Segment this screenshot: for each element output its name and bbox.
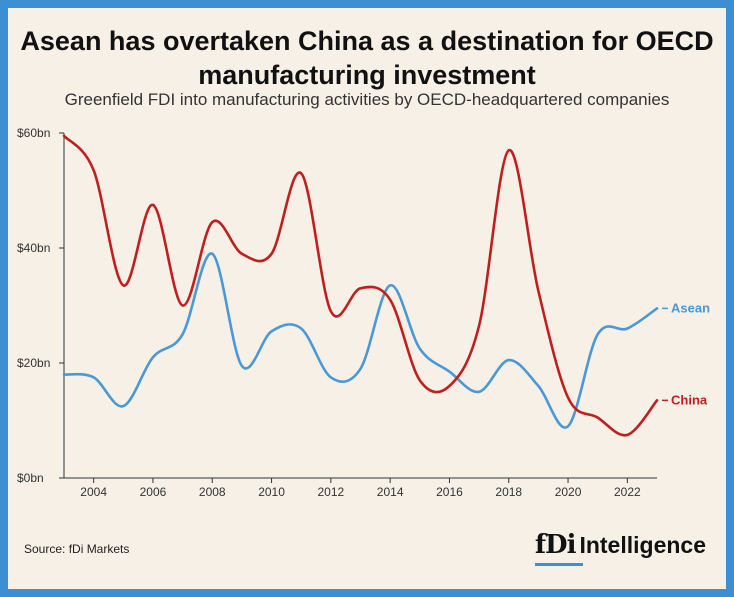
- x-tick-label: 2008: [199, 485, 226, 499]
- chart-title: Asean has overtaken China as a destinati…: [20, 26, 714, 90]
- y-tick-label: $0bn: [17, 471, 44, 485]
- x-tick-label: 2020: [555, 485, 582, 499]
- brand-mark: fDi: [534, 530, 577, 560]
- x-tick-label: 2018: [495, 485, 522, 499]
- y-tick-label: $20bn: [17, 356, 50, 370]
- y-tick-label: $40bn: [17, 241, 50, 255]
- chart-card: Asean has overtaken China as a destinati…: [8, 8, 726, 589]
- chart-subtitle: Greenfield FDI into manufacturing activi…: [64, 90, 670, 109]
- series-line-asean: [62, 252, 659, 429]
- x-tick-label: 2016: [436, 485, 463, 499]
- x-tick-label: 2010: [258, 485, 285, 499]
- series-line-china: [62, 134, 659, 437]
- brand-name: Intelligence: [579, 532, 706, 558]
- brand-underline: [534, 563, 583, 566]
- chart-series: [62, 134, 659, 437]
- series-label-asean: Asean: [671, 300, 710, 315]
- x-tick-label: 2022: [614, 485, 641, 499]
- brand-logo: fDi Intelligence: [534, 530, 706, 566]
- chart-axes: $0bn $20bn $40bn $60bn 2004 2006 2008 2010 2012 2…: [17, 126, 657, 499]
- series-labels: Asean China: [662, 300, 710, 407]
- line-chart: $0bn $20bn $40bn $60bn 2004 2006 2008 2010 2012 2…: [17, 126, 710, 499]
- x-tick-label: 2004: [80, 485, 107, 499]
- x-tick-label: 2012: [317, 485, 344, 499]
- series-label-china: China: [671, 392, 708, 407]
- x-tick-label: 2006: [140, 485, 167, 499]
- y-tick-label: $60bn: [17, 126, 50, 140]
- source-note: Source: fDi Markets: [24, 542, 130, 556]
- x-tick-label: 2014: [377, 485, 404, 499]
